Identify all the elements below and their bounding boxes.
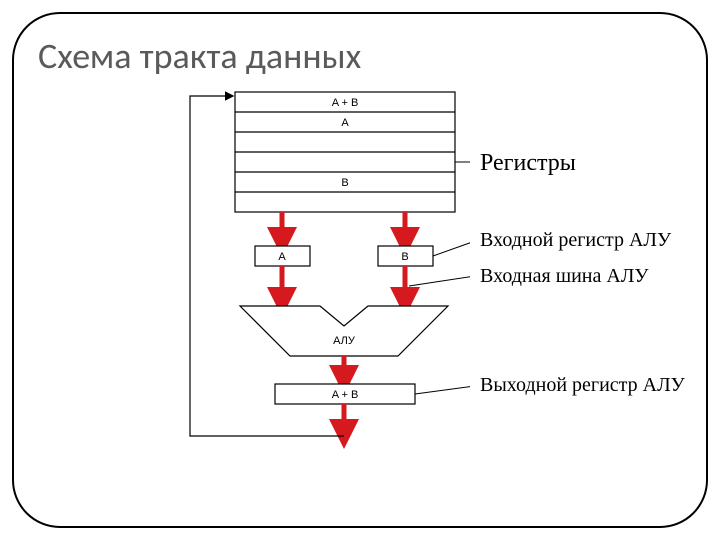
datapath-diagram: A + B A B A B АЛУ A + B	[160, 86, 470, 496]
pointer-input-bus	[409, 276, 470, 286]
slide: Схема тракта данных A + B A B	[0, 0, 720, 540]
label-input-register: Входной регистр АЛУ	[480, 229, 671, 252]
svg-text:B: B	[401, 251, 408, 263]
svg-text:A: A	[278, 251, 286, 263]
input-register-a: A	[255, 246, 310, 266]
reg-row-a: A	[341, 117, 349, 129]
label-input-bus: Входная шина АЛУ	[480, 265, 649, 288]
alu-block: АЛУ	[240, 306, 448, 356]
page-title: Схема тракта данных	[38, 34, 361, 78]
output-register: A + B	[275, 384, 415, 404]
label-output-register: Выходной регистр АЛУ	[480, 374, 685, 397]
svg-text:A + B: A + B	[332, 389, 359, 401]
label-registers: Регистры	[480, 150, 576, 177]
input-register-b: B	[378, 246, 433, 266]
reg-row-b: B	[341, 177, 348, 189]
pointer-output-reg	[415, 386, 470, 394]
register-file: A + B A B	[235, 92, 455, 212]
pointer-input-reg	[433, 241, 470, 256]
svg-text:АЛУ: АЛУ	[333, 335, 356, 347]
reg-row-aplusb: A + B	[332, 97, 359, 109]
